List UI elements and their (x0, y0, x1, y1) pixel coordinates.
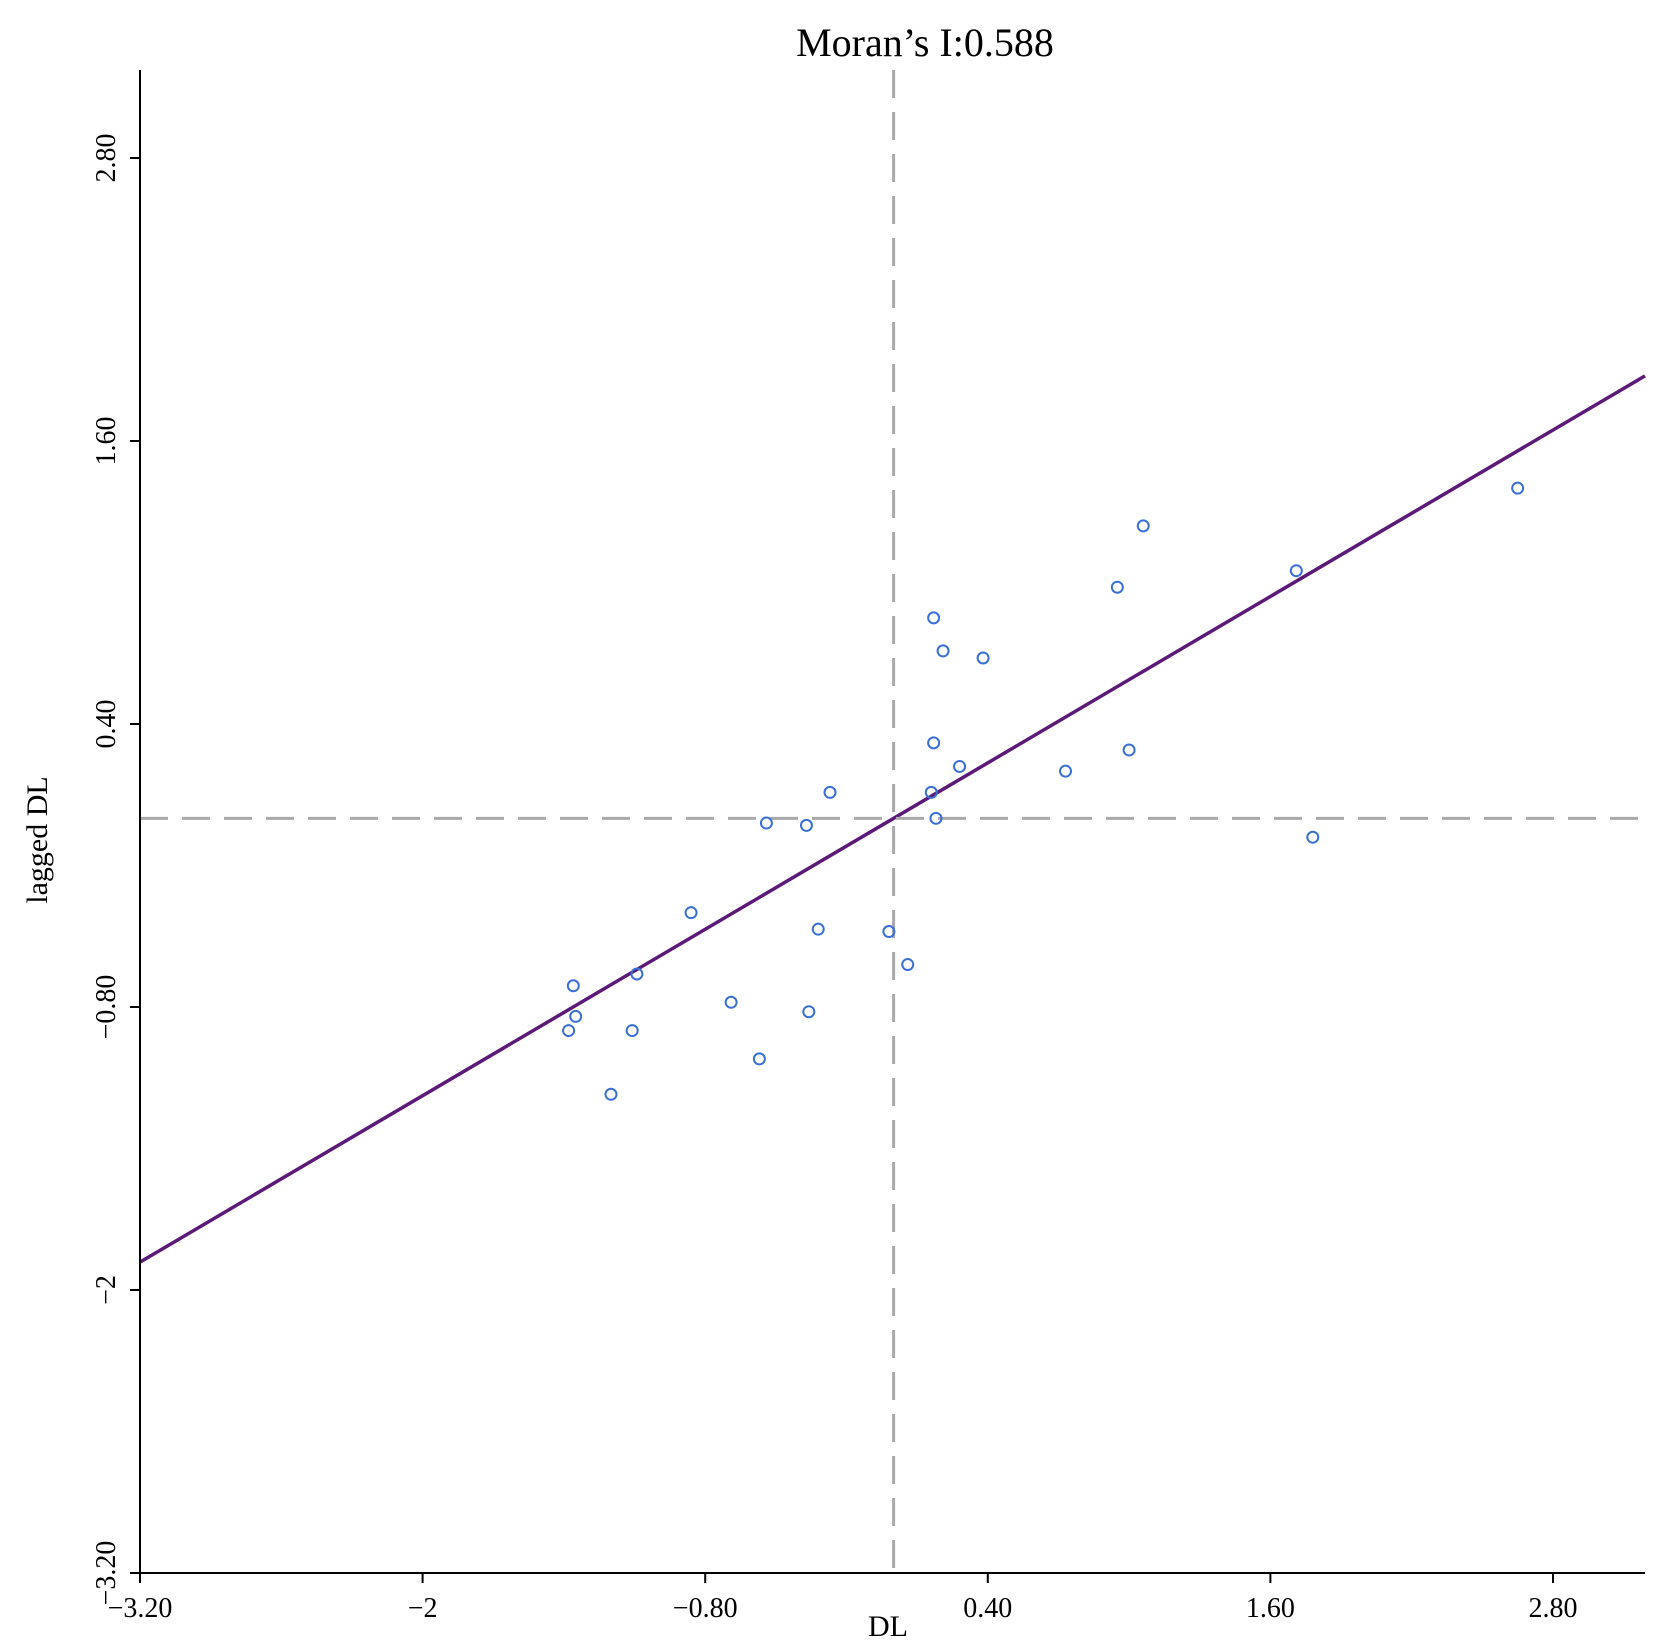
data-point-5 (630, 967, 644, 981)
data-point-29 (1306, 830, 1320, 844)
data-point-13 (811, 922, 825, 936)
regression-line (139, 374, 1646, 1264)
data-point-2 (569, 1009, 583, 1023)
x-tick-label-1: −3.20 (108, 1593, 173, 1624)
data-point-24 (1059, 764, 1073, 778)
data-point-17 (924, 785, 938, 799)
data-point-27 (1136, 519, 1150, 533)
data-point-4 (604, 1087, 618, 1101)
y-tick-label-5: 1.60 (91, 417, 122, 466)
data-point-23 (976, 651, 990, 665)
data-point-22 (953, 759, 967, 773)
data-point-8 (724, 995, 738, 1009)
data-point-18 (927, 736, 941, 750)
chart-title: Moran’s I:0.588 (796, 20, 1054, 65)
data-point-11 (799, 818, 813, 832)
data-point-21 (936, 644, 950, 658)
data-point-19 (929, 811, 943, 825)
y-axis-label: lagged DL (21, 776, 54, 903)
plot-area: −3.20 −2 −0.80 0.40 1.60 2.80 −3.20 −2 −0.80 0.40… (91, 70, 1646, 1624)
x-tick-label-6: 2.80 (1529, 1593, 1578, 1624)
data-point-30 (1511, 481, 1525, 495)
data-point-15 (882, 925, 896, 939)
data-point-1 (566, 979, 580, 993)
y-tick-label-2: −2 (91, 1275, 122, 1305)
data-point-3 (562, 1024, 576, 1038)
x-tick-label-4: 0.40 (963, 1593, 1012, 1624)
data-point-12 (802, 1005, 816, 1019)
x-tick-label-2: −2 (408, 1593, 438, 1624)
y-tick-label-4: 0.40 (91, 700, 122, 749)
data-point-10 (759, 816, 773, 830)
y-tick-label-3: −0.80 (91, 975, 122, 1040)
data-point-25 (1110, 580, 1124, 594)
y-tick-label-1: −3.20 (91, 1541, 122, 1606)
data-point-16 (901, 958, 915, 972)
x-tick-label-3: −0.80 (673, 1593, 738, 1624)
data-point-6 (625, 1024, 639, 1038)
data-point-7 (684, 906, 698, 920)
data-point-9 (752, 1052, 766, 1066)
data-point-28 (1289, 564, 1303, 578)
data-point-26 (1122, 743, 1136, 757)
x-axis-label: DL (868, 1610, 908, 1643)
x-tick-label-5: 1.60 (1246, 1593, 1295, 1624)
data-point-20 (927, 611, 941, 625)
data-point-14 (823, 785, 837, 799)
y-tick-label-6: 2.80 (91, 134, 122, 183)
